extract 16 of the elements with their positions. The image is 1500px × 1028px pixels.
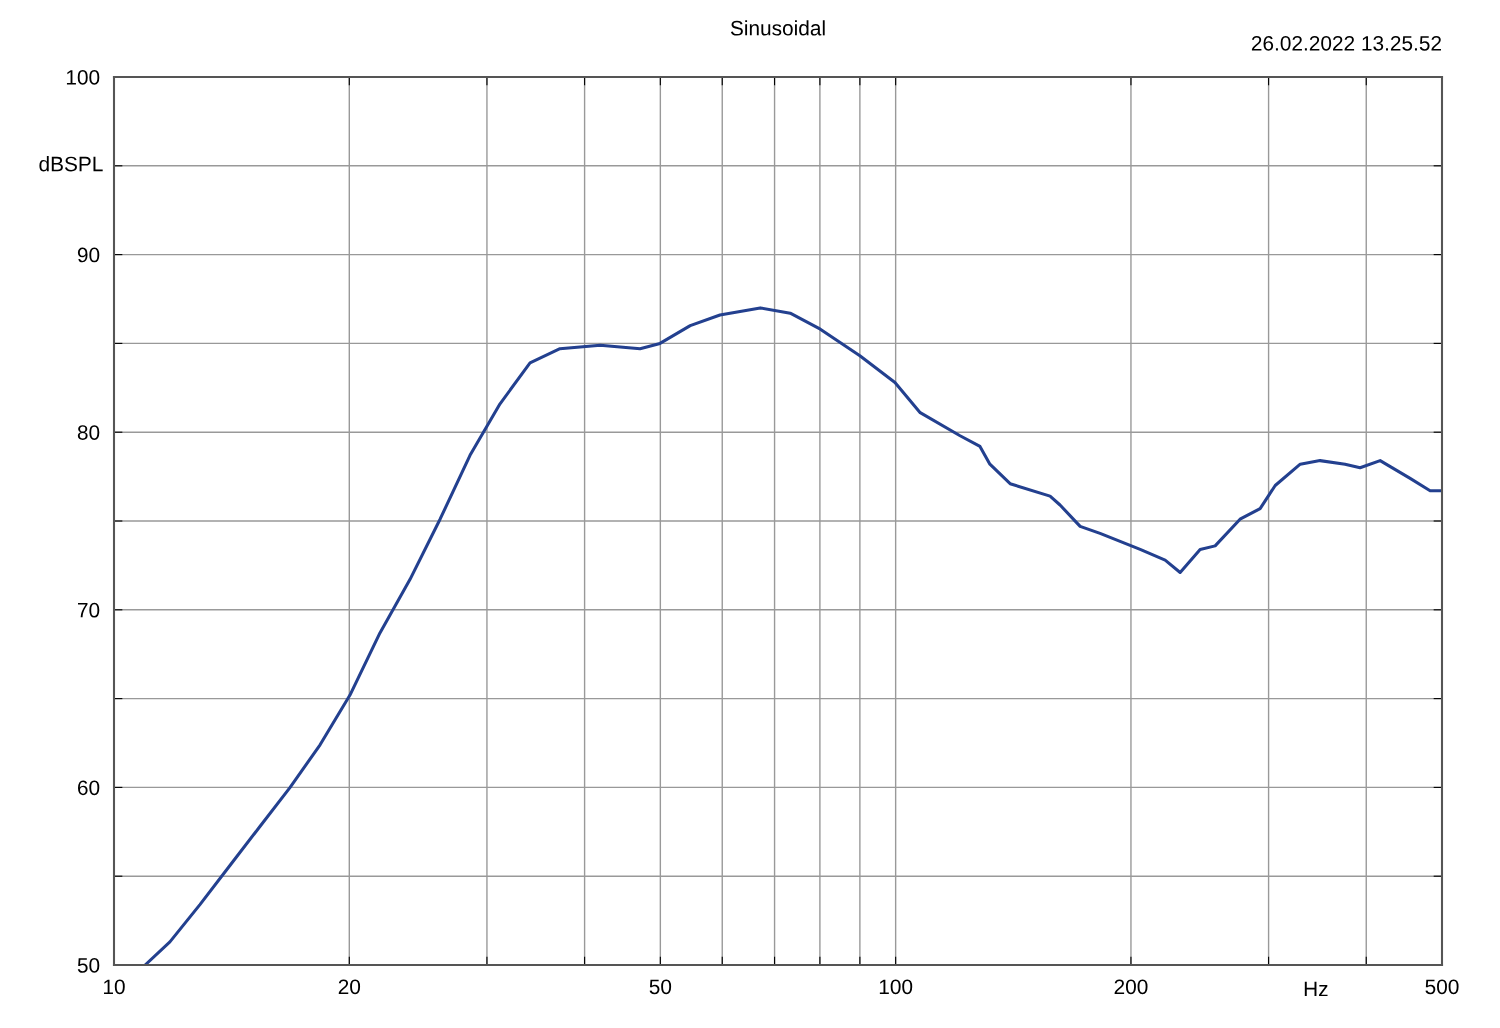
x-tick-label: 50 — [649, 979, 672, 995]
y-tick-label: 90 — [77, 247, 100, 263]
x-tick-label: 200 — [1114, 979, 1148, 995]
y-tick-label: 70 — [78, 602, 100, 618]
y-tick-label: 50 — [77, 958, 100, 973]
text: 26.02.2022 13.25.52 — [1251, 35, 1441, 51]
y-tick-label: 100 — [66, 70, 100, 85]
y-tick-label: 60 — [78, 780, 100, 796]
x-tick-label: 500 — [1425, 979, 1459, 995]
y-axis-title: dBSPL — [39, 156, 103, 172]
x-tick-label: 10 — [104, 979, 125, 995]
x-tick-label: 100 — [879, 979, 913, 995]
x-tick-label: 20 — [338, 979, 361, 995]
chart-title: Sinusoidal — [730, 20, 825, 36]
y-tick-label: 80 — [77, 425, 100, 440]
x-axis-title: Hz — [1304, 981, 1328, 997]
